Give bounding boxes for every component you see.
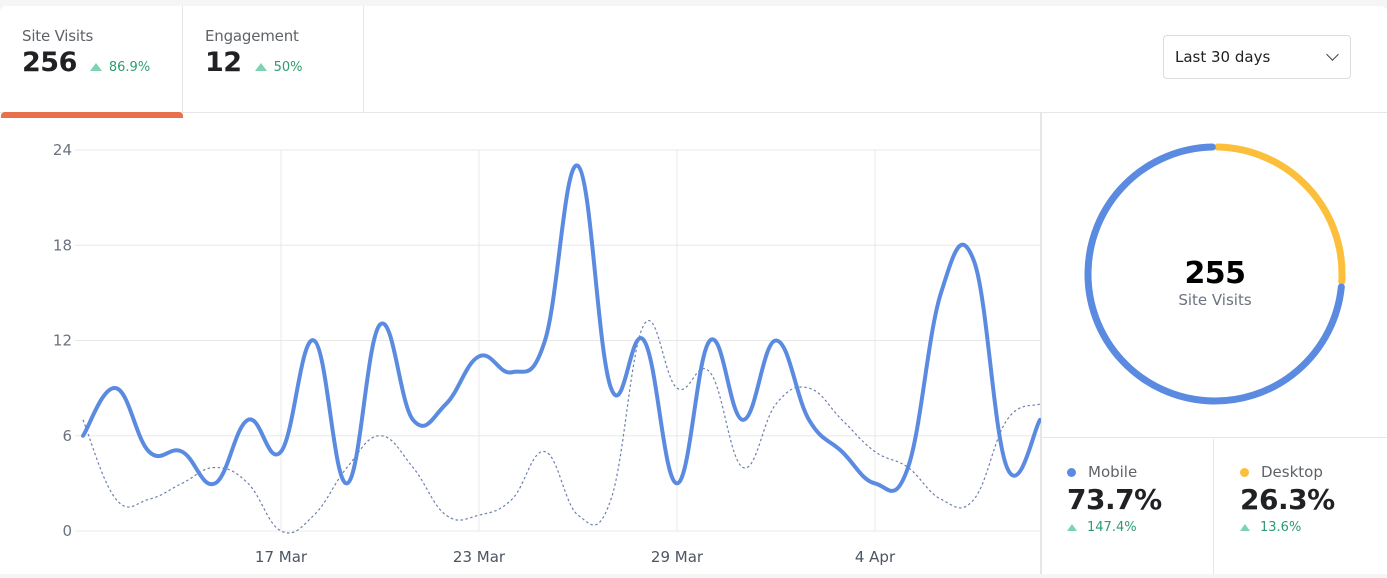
tab-site-visits[interactable]: Site Visits 256 86.9% [0, 6, 183, 118]
metric-value: 12 [205, 47, 242, 78]
svg-text:24: 24 [53, 141, 72, 159]
legend-percent: 73.7% [1067, 483, 1162, 516]
previous-period-line [82, 320, 1041, 534]
svg-text:0: 0 [62, 522, 72, 540]
delta-text: 86.9% [108, 59, 151, 75]
legend-desktop: Desktop 26.3% 13.6% [1214, 439, 1387, 574]
donut-chart: 255 Site Visits [1042, 113, 1387, 438]
tab-engagement[interactable]: Engagement 12 50% [183, 6, 364, 112]
svg-text:23 Mar: 23 Mar [453, 548, 506, 566]
analytics-card: Site Visits 256 86.9% Engagement 12 50% [0, 6, 1387, 574]
legend-delta: 147.4% [1087, 520, 1137, 535]
metric-value: 256 [22, 47, 77, 78]
tab-label: Engagement [205, 27, 299, 45]
svg-text:18: 18 [53, 236, 72, 254]
metric-delta: 50% [254, 59, 303, 75]
svg-text:17 Mar: 17 Mar [255, 548, 308, 566]
up-arrow-icon [1067, 524, 1077, 531]
date-range-value: Last 30 days [1175, 48, 1271, 66]
svg-text:29 Mar: 29 Mar [651, 548, 704, 566]
line-chart-svg: 0 6 12 18 24 17 Mar 23 Mar 29 Mar 4 Apr [53, 113, 1042, 574]
metrics-header: Site Visits 256 86.9% Engagement 12 50% [0, 6, 1387, 118]
donut-segment-desktop [1214, 143, 1346, 286]
legend-percent: 26.3% [1240, 483, 1335, 516]
legend-delta: 13.6% [1260, 520, 1302, 535]
svg-text:4 Apr: 4 Apr [855, 548, 896, 566]
donut-chart-svg [1084, 143, 1346, 405]
chevron-down-icon [1326, 48, 1339, 61]
desktop-dot-icon [1240, 467, 1249, 477]
tab-label: Site Visits [22, 27, 94, 45]
up-arrow-icon [254, 63, 267, 71]
legend-name: Mobile [1088, 463, 1138, 481]
device-breakdown-panel: 255 Site Visits Mobile 73.7% 147.4% Desk… [1041, 113, 1387, 574]
delta-text: 50% [273, 59, 303, 75]
svg-text:12: 12 [53, 332, 72, 350]
metric-delta: 86.9% [89, 59, 151, 75]
donut-label: Site Visits [1178, 291, 1252, 309]
line-chart: 0 6 12 18 24 17 Mar 23 Mar 29 Mar 4 Apr [0, 113, 1042, 574]
up-arrow-icon [89, 63, 102, 71]
donut-segment-mobile [1084, 143, 1345, 405]
svg-text:6: 6 [62, 427, 72, 445]
current-period-line [81, 163, 1042, 493]
active-tab-indicator [1, 112, 183, 118]
donut-total: 255 [1184, 256, 1246, 291]
legend-name: Desktop [1261, 463, 1323, 481]
up-arrow-icon [1240, 524, 1250, 531]
legend-mobile: Mobile 73.7% 147.4% [1042, 439, 1214, 574]
date-range-select[interactable]: Last 30 days [1163, 35, 1351, 79]
mobile-dot-icon [1067, 467, 1076, 477]
